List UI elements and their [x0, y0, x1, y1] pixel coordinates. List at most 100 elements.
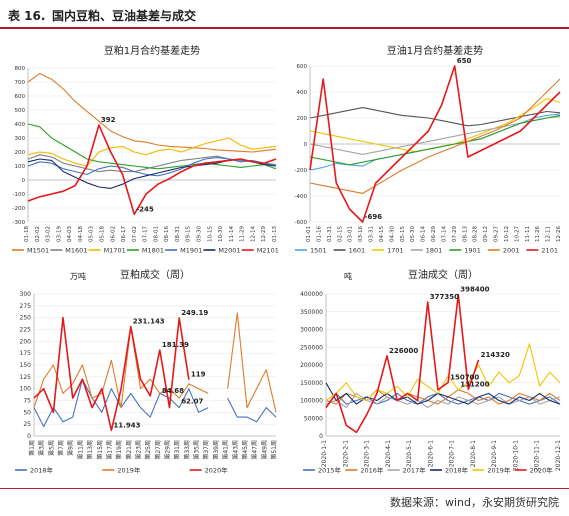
x-tick-label: 2020-4-1: [385, 440, 392, 467]
legend-label: 1601: [349, 247, 366, 255]
header-rule: [0, 27, 569, 29]
y-tick-label: -100: [13, 192, 26, 198]
y-tick-label: 225: [20, 327, 32, 334]
y-tick-label: 125: [20, 374, 32, 381]
y-tick-label: 200: [297, 116, 308, 122]
x-tick-label: 01-13: [272, 226, 278, 242]
y-tick-label: 0: [304, 142, 308, 148]
chart-panel-oil-volume: 豆油成交（周） 吨 0 50000 100000 150000 200000 250000 30…: [284, 264, 568, 486]
x-tick-label: 第7周: [57, 440, 65, 456]
y-tick-label: 600: [15, 94, 26, 100]
x-tick-label: 01-01: [306, 226, 312, 242]
data-label: 392: [101, 116, 116, 124]
x-tick-label: 2020-1-1: [321, 440, 328, 467]
x-tick-label: 08-13: [462, 226, 468, 242]
x-tick-label: 第31周: [173, 440, 181, 460]
legend-label: M2101: [257, 247, 279, 255]
y-tick-label: -400: [295, 194, 308, 200]
x-tick-label: 10-27: [514, 226, 520, 242]
y-tick-label: 0: [319, 433, 323, 440]
x-tick-label: 03-19: [56, 226, 62, 242]
x-tick-label: 第19周: [115, 440, 123, 460]
x-tick-label: 2020-8-1: [470, 440, 477, 467]
chart-title: 豆粕1月合约基差走势: [104, 44, 200, 57]
series-line-1901: [309, 114, 561, 166]
series-line-M1701: [27, 137, 277, 167]
series-line-M1501: [27, 73, 277, 153]
x-tick-label: 2020-10-1: [512, 440, 519, 471]
x-tick-label: 08-28: [473, 226, 479, 242]
y-tick-label: 275: [20, 303, 32, 310]
x-tick-label: 第11周: [76, 440, 84, 460]
x-tick-label: 08-31: [175, 226, 181, 242]
x-tick-label: 第1周: [28, 440, 36, 456]
x-tick-label: 第35周: [193, 440, 201, 460]
series-line-2018年: [325, 382, 561, 405]
x-tick-label: 08-01: [153, 226, 159, 242]
legend-label: 2018年: [445, 466, 469, 475]
data-label: 84.68: [162, 387, 184, 395]
y-tick-label: 250000: [300, 344, 323, 351]
y-tick-label: -300: [13, 220, 26, 226]
data-label: -696: [365, 213, 383, 221]
chart-oil-volume: 豆油成交（周） 吨 0 50000 100000 150000 200000 250000 30…: [300, 268, 562, 475]
data-label: 150700: [450, 374, 479, 382]
legend-label: 2019年: [117, 466, 141, 475]
series-line-2001: [309, 78, 561, 194]
y-tick-label: 50: [23, 409, 31, 416]
x-tick-label: 04-30: [389, 226, 395, 242]
data-label: 226000: [389, 347, 418, 355]
legend-label: 2015年: [318, 466, 342, 475]
x-tick-label: 06-17: [121, 226, 127, 242]
y-tick-label: 50000: [304, 415, 323, 422]
x-tick-label: 07-29: [452, 226, 458, 242]
x-tick-label: 第5周: [47, 440, 55, 456]
legend-label: 2016年: [360, 466, 384, 475]
x-tick-label: 12-14: [250, 226, 256, 242]
y-axis-label: 吨: [344, 271, 352, 281]
y-tick-label: 800: [15, 66, 26, 72]
x-tick-label: 02-02: [35, 226, 41, 242]
x-tick-label: 第15周: [96, 440, 104, 460]
y-tick-label: -600: [295, 220, 308, 226]
x-tick-label: 第13周: [86, 440, 94, 460]
y-tick-label: 300: [20, 291, 32, 298]
legend-label: M1601: [65, 247, 87, 255]
x-tick-label: 07-02: [132, 226, 138, 242]
legend-label: M1901: [180, 247, 202, 255]
series-line-2019年: [325, 343, 561, 402]
legend-label: 2001: [503, 247, 520, 255]
chart-meal-volume: 豆粕成交（周） 万吨 0 25 50 75 100 125 150 175 200 225 250 275…: [15, 268, 278, 475]
x-tick-label: 11-29: [240, 226, 246, 242]
x-tick-label: 07-14: [441, 226, 447, 242]
y-tick-label: 150: [20, 362, 32, 369]
legend-label: 2019年: [487, 466, 511, 475]
data-label: 231.143: [133, 318, 165, 326]
y-tick-label: 200: [20, 338, 32, 345]
legend-label: 2018年: [30, 466, 54, 475]
x-tick-label: 05-18: [99, 226, 105, 242]
y-tick-label: 400000: [300, 291, 323, 298]
x-tick-label: 2020-6-1: [427, 440, 434, 467]
data-label: 119: [191, 371, 206, 379]
y-tick-label: 500: [15, 108, 26, 114]
series-line-2020年: [33, 316, 190, 432]
data-label: 650: [457, 57, 472, 65]
x-tick-label: 05-03: [89, 226, 95, 242]
y-tick-label: 250: [20, 315, 32, 322]
chart-meal-basis: 豆粕1月合约基差走势 -300 -200 -100 0 100 200 300 400 500 60…: [12, 44, 279, 255]
chart-title: 豆油1月合约基差走势: [387, 44, 483, 57]
chart-title: 豆粕成交（周）: [120, 268, 190, 281]
data-label: 249.19: [181, 309, 208, 317]
y-tick-label: 175: [20, 350, 32, 357]
legend-label: 1501: [310, 247, 327, 255]
data-label: 131200: [460, 380, 489, 388]
x-tick-label: 10-12: [504, 226, 510, 242]
x-tick-label: 第25周: [144, 440, 152, 460]
table-number: 表 16.: [8, 9, 46, 23]
y-tick-label: 200: [15, 150, 26, 156]
x-tick-label: 第27周: [154, 440, 162, 460]
legend-label: 1901: [464, 247, 481, 255]
chart-oil-basis: 豆油1月合约基差走势 -600 -400 -200 0 200 400 600 01-01 01-…: [295, 44, 562, 255]
chart-title: 豆油成交（周）: [408, 268, 478, 281]
